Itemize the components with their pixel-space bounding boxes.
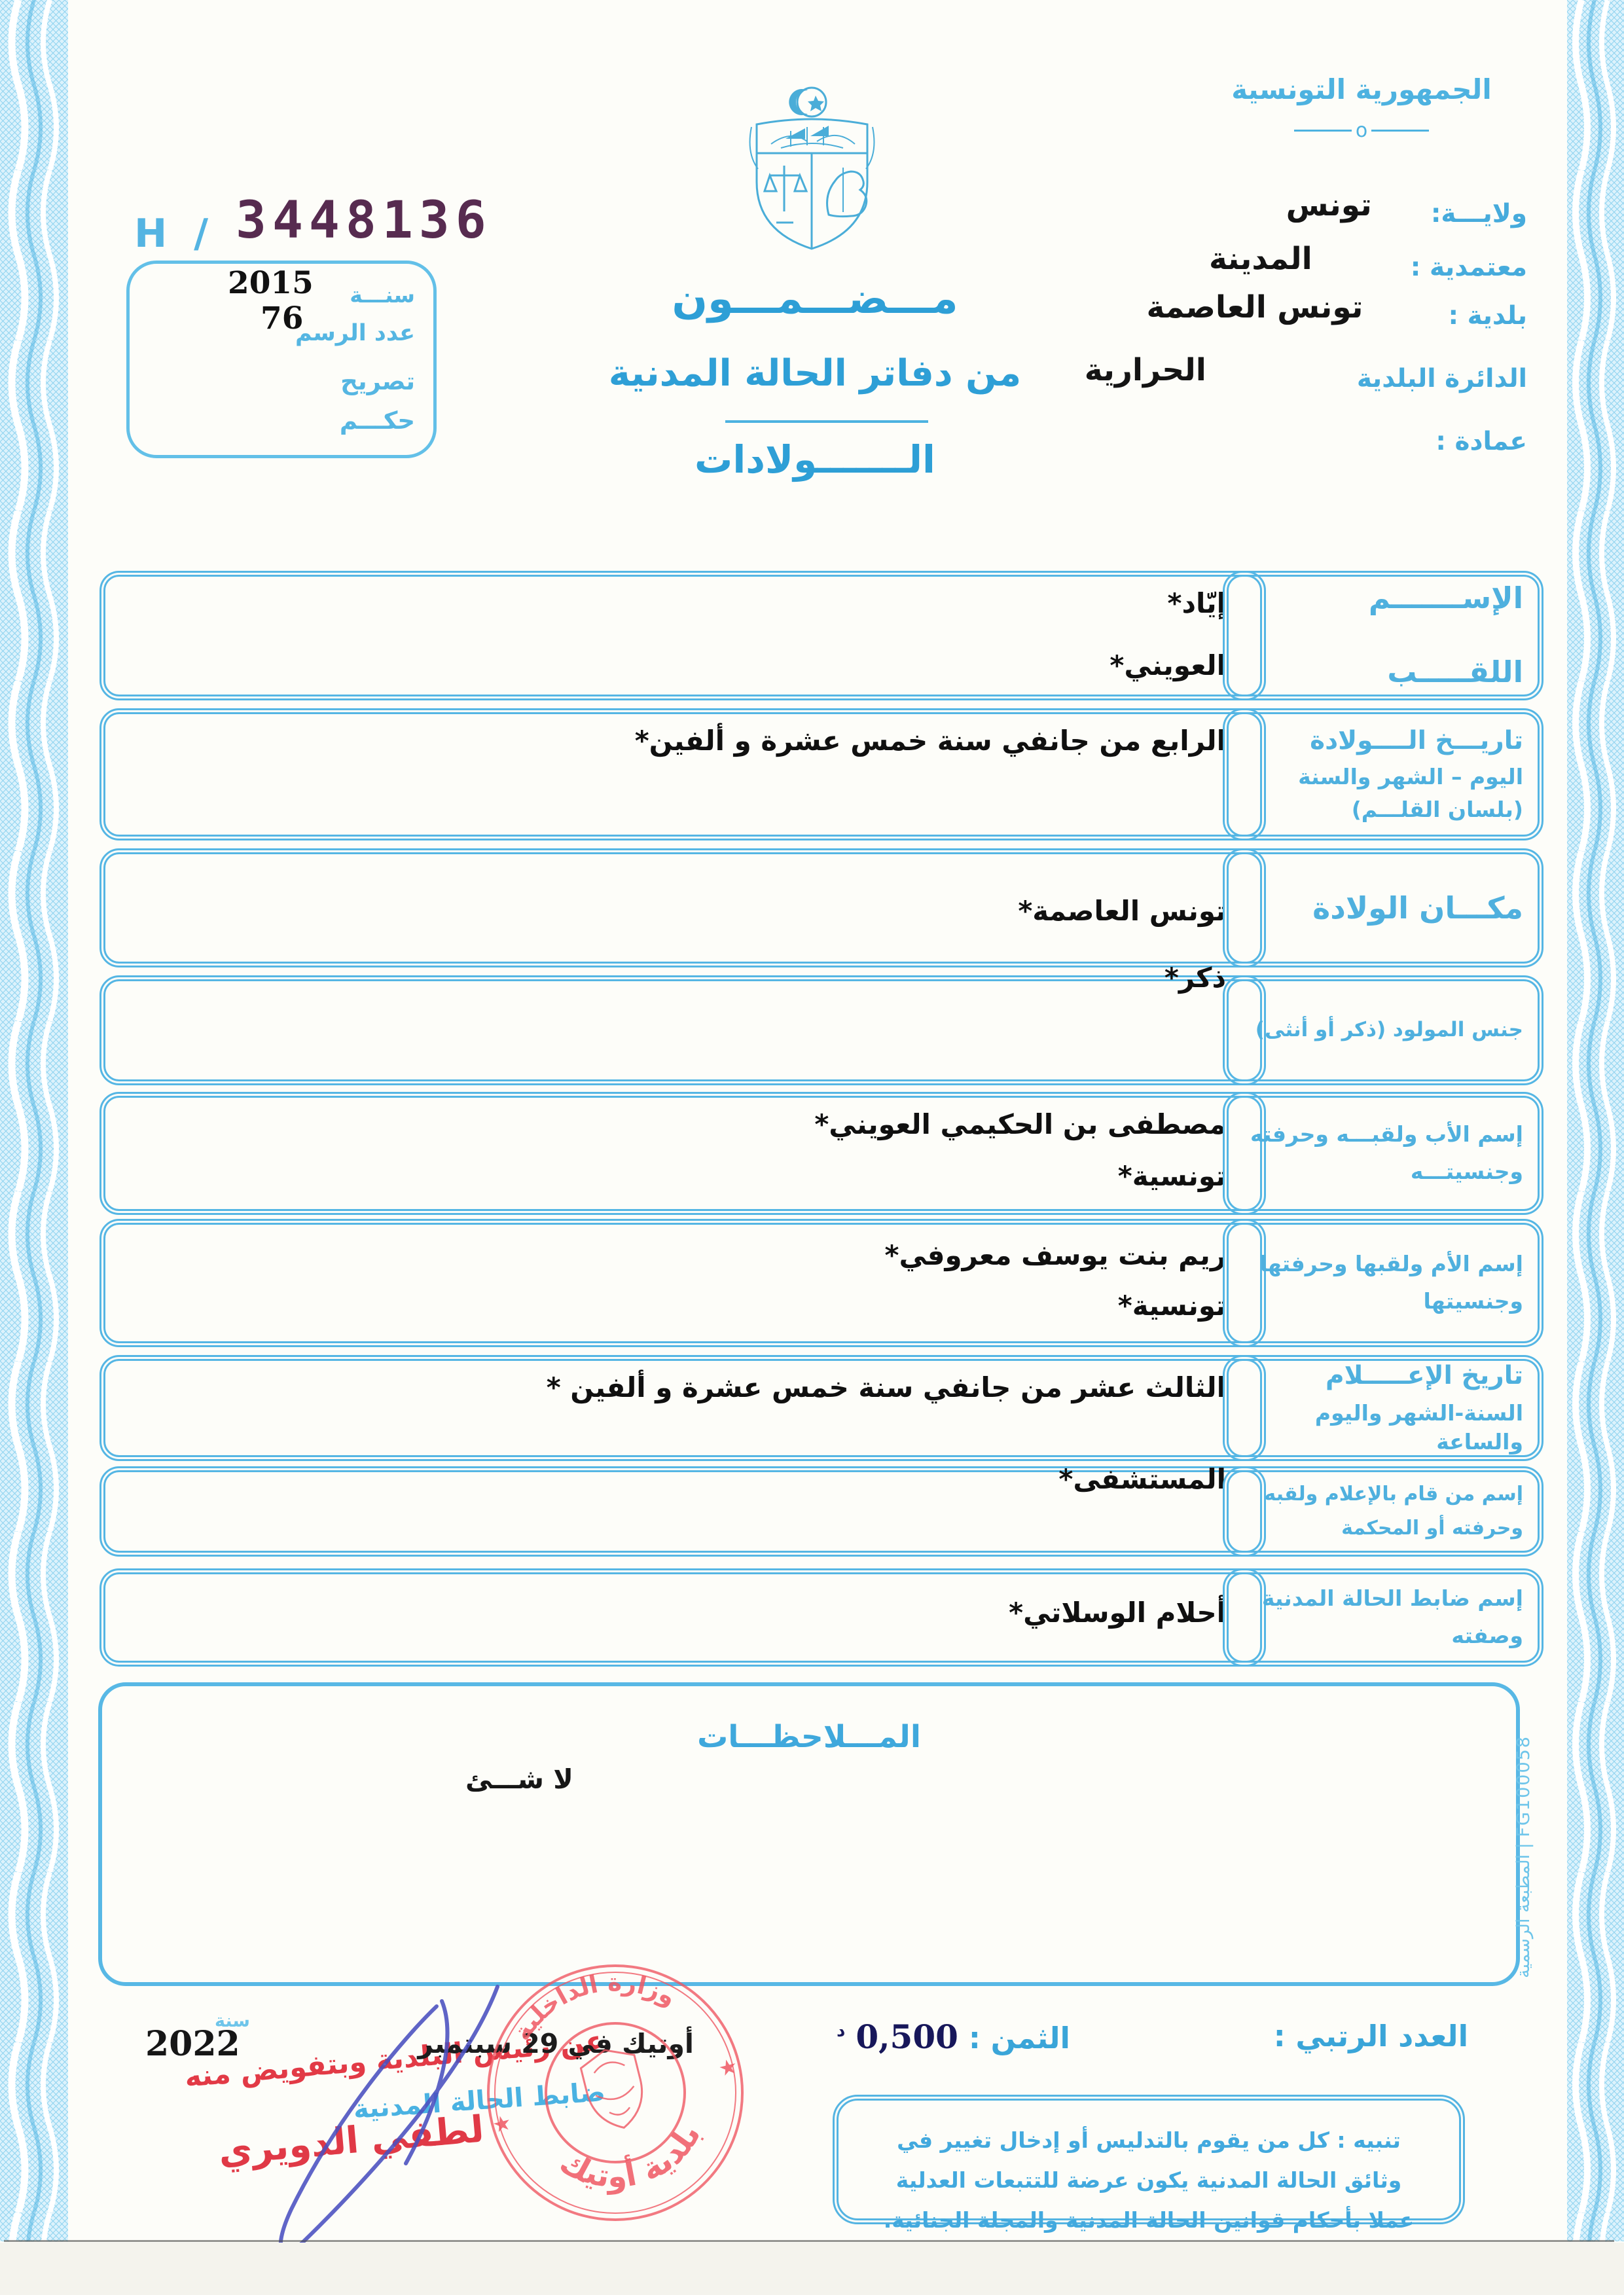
scan-background-strip — [0, 2243, 1624, 2295]
observations-title: المـــلاحظـــات — [697, 1719, 921, 1755]
act-registry-box: 2015 سنـــة 76 عدد الرسم تصريح حكـــم — [126, 261, 437, 458]
guilloche-border-left — [0, 0, 68, 2241]
judgment-label: حكـــم — [339, 407, 415, 435]
sex: ذكر* — [1164, 962, 1226, 994]
informant: المستشفى* — [1058, 1463, 1226, 1495]
row-sex: ذكر* جنس المولود (ذكر أو أنثى) — [99, 962, 1543, 1085]
birth-date-label-box: تاريـــخ الــــولادة اليوم – الشهر والسن… — [1223, 708, 1543, 840]
doc-title-line2: من دفاتر الحالة المدنية — [608, 352, 1022, 395]
scan-edge-line — [4, 2240, 1614, 2242]
father-label-box: إسم الأب ولقبـــه وحرفته وجنسيتـــه — [1223, 1092, 1543, 1215]
field-municipality: بلدية : تونس العاصمة — [1147, 289, 1528, 332]
issue-year-label: سنة — [215, 2011, 250, 2031]
father-value-box: مصطفى بن الحكيمي العويني* تونسية* — [99, 1092, 1266, 1215]
printing-press-note: المطبعة الرسمية | FG100058 — [1513, 1735, 1534, 1978]
act-number-value: 76 — [261, 300, 304, 336]
wilaya-label: ولايـــة: — [1430, 199, 1527, 228]
omda-label: عمادة : — [1435, 427, 1527, 456]
birth-date: الرابع من جانفي سنة خمس عشرة و ألفين* — [634, 725, 1226, 757]
row-birth-place: تونس العاصمة* مكـــان الولادة — [99, 848, 1543, 967]
mother-value-box: ريم بنت يوسف معروفي* تونسية* — [99, 1219, 1266, 1347]
price-line: الثمن : 0,500 د — [837, 2017, 1070, 2056]
act-number-label: عدد الرسم — [295, 320, 415, 346]
row-father: مصطفى بن الحكيمي العويني* تونسية* إسم ال… — [99, 1092, 1543, 1215]
observations-value: لا شـــئ — [465, 1763, 573, 1795]
svg-text:بلدية أوتيك: بلدية أوتيك — [547, 2111, 717, 2211]
row-mother: ريم بنت يوسف معروفي* تونسية* إسم الأم ول… — [99, 1219, 1543, 1347]
field-delegation: معتمدية : المدينة — [1209, 241, 1527, 283]
district-label: الدائرة البلدية — [1356, 364, 1527, 393]
birth-place: تونس العاصمة* — [1018, 895, 1226, 927]
doc-title-line3: الـــــــولادات — [695, 437, 935, 482]
ordinal-number-label: العدد الرتبي : — [1273, 2019, 1468, 2053]
municipality-red-stamp: وزارة الداخلية بلدية أوتيك ★ ★ — [487, 1951, 744, 2221]
officer-name: أحلام الوسلاتي* — [1009, 1597, 1226, 1629]
mother-label-box: إسم الأم ولقبها وحرفتها وجنسيتها — [1223, 1219, 1543, 1347]
municipality-label: بلدية : — [1448, 301, 1527, 331]
name-value-box: إيّاد* العويني* — [99, 571, 1266, 700]
notification-date-value-box: الثالث عشر من جانفي سنة خمس عشرة و ألفين… — [99, 1355, 1266, 1461]
field-wilaya: ولايـــة: تونس — [1286, 187, 1527, 230]
serial-number: 3448136 — [236, 191, 492, 250]
act-year-label: سنـــة — [350, 282, 415, 308]
district-value: الحرارية — [1084, 352, 1206, 388]
mother-name: ريم بنت يوسف معروفي* — [884, 1239, 1226, 1271]
mother-nationality: تونسية* — [1117, 1290, 1226, 1322]
field-omda: عمادة : — [1435, 427, 1527, 456]
price-currency: د — [837, 2021, 846, 2041]
header-divider: o — [1178, 119, 1545, 142]
pen-signature — [278, 1985, 499, 2254]
row-notification-date: الثالث عشر من جانفي سنة خمس عشرة و ألفين… — [99, 1355, 1543, 1461]
municipality-value: تونس العاصمة — [1146, 289, 1363, 325]
birth-date-value-box: الرابع من جانفي سنة خمس عشرة و ألفين* — [99, 708, 1266, 840]
act-year-value: 2015 — [228, 265, 314, 301]
republic-header: الجمهورية التونسية — [1231, 73, 1492, 105]
father-name: مصطفى بن الحكيمي العويني* — [814, 1108, 1226, 1140]
wilaya-value: تونس — [1286, 187, 1372, 223]
informant-value-box: المستشفى* — [99, 1463, 1266, 1557]
birth-place-label-box: مكـــان الولادة — [1223, 848, 1543, 967]
legal-warning-box: تنبيه : كل من يقوم بالتدليس أو إدخال تغي… — [833, 2095, 1465, 2233]
notification-date-label-box: تاريخ الإعـــــلام السنة-الشهر واليوم وا… — [1223, 1355, 1543, 1461]
observations-box: المـــلاحظـــات لا شـــئ — [98, 1682, 1520, 1986]
name-label-box: الإســـــــم اللقـــــب — [1223, 571, 1543, 700]
field-district: الدائرة البلدية الحرارية — [1085, 352, 1527, 395]
row-officer: أحلام الوسلاتي* إسم ضابط الحالة المدنية … — [99, 1568, 1543, 1667]
issue-year-value: 2022 — [145, 2024, 240, 2064]
declaration-label: تصريح — [340, 367, 415, 395]
row-name: إيّاد* العويني* الإســـــــم اللقـــــب — [99, 571, 1543, 700]
delegation-label: معتمدية : — [1410, 253, 1527, 282]
sex-label-box: جنس المولود (ذكر أو أنثى) — [1223, 975, 1543, 1085]
sex-value-box: ذكر* — [99, 962, 1266, 1085]
divider-o: o — [1355, 119, 1368, 142]
officer-label-box: إسم ضابط الحالة المدنية وصفته — [1223, 1568, 1543, 1667]
doc-title-line1: مـــضـــمـــون — [672, 275, 958, 323]
informant-label-box: إسم من قام بالإعلام ولقبه وحرفته أو المح… — [1223, 1466, 1543, 1557]
price-value: 0,500 — [856, 2017, 958, 2056]
birth-place-value-box: تونس العاصمة* — [99, 848, 1266, 967]
stamp-bottom-text: بلدية أوتيك — [547, 2111, 717, 2211]
divider-line — [1293, 130, 1352, 132]
title-underline — [725, 420, 928, 423]
row-informant: المستشفى* إسم من قام بالإعلام ولقبه وحرف… — [99, 1463, 1543, 1557]
given-name: إيّاد* — [1167, 587, 1226, 619]
divider-line — [1371, 130, 1430, 132]
delegation-value: المدينة — [1209, 241, 1312, 277]
surname: العويني* — [1110, 649, 1226, 681]
notification-date: الثالث عشر من جانفي سنة خمس عشرة و ألفين… — [546, 1371, 1226, 1403]
guilloche-border-right — [1567, 0, 1624, 2241]
father-nationality: تونسية* — [1117, 1160, 1226, 1192]
officer-value-box: أحلام الوسلاتي* — [99, 1568, 1266, 1667]
price-label: الثمن : — [968, 2021, 1070, 2055]
tunisia-coat-of-arms-icon — [749, 86, 875, 250]
row-birth-date: الرابع من جانفي سنة خمس عشرة و ألفين* تا… — [99, 708, 1543, 840]
serial-prefix: H / — [134, 211, 215, 257]
